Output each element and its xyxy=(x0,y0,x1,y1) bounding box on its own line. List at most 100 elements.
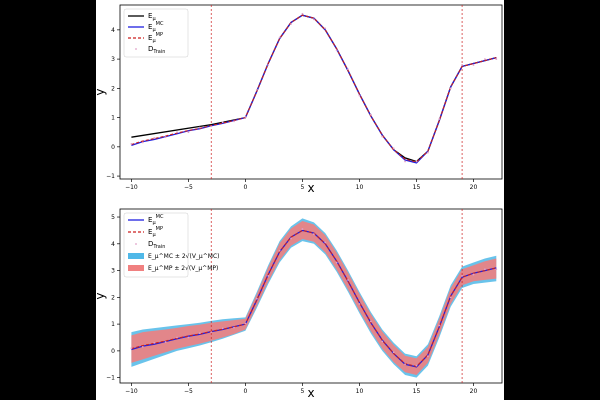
top-train-point xyxy=(358,94,361,97)
bottom-train-point xyxy=(461,275,463,277)
top-train-point xyxy=(198,126,201,129)
top-series-line-2 xyxy=(131,14,497,163)
bottom-ytick-label: 1 xyxy=(111,321,115,328)
top-train-point xyxy=(335,49,338,52)
top-train-point xyxy=(404,160,406,163)
bottom-xtick-label: 15 xyxy=(413,388,421,395)
bottom-ytick-label: 0 xyxy=(111,348,115,355)
top-train-point xyxy=(176,131,178,134)
top-train-point xyxy=(301,12,304,15)
bottom-xtick-label: 10 xyxy=(356,388,364,395)
top-xtick-label: 20 xyxy=(470,184,478,191)
bottom-train-point xyxy=(278,249,281,252)
bottom-train-point xyxy=(381,340,384,343)
top-y-axis-label: y xyxy=(96,88,107,95)
top-ytick-label: 1 xyxy=(111,115,115,122)
top-train-point xyxy=(244,116,247,118)
bottom-train-point xyxy=(392,351,395,354)
top-plot-frame xyxy=(119,4,503,180)
top-train-point xyxy=(255,88,258,91)
bottom-train-point xyxy=(495,268,498,271)
bottom-ytick-label: 2 xyxy=(111,294,115,301)
top-legend-label: Eμ xyxy=(148,12,156,22)
bottom-band-layer xyxy=(131,218,497,378)
bottom-xtick-label: 20 xyxy=(470,388,478,395)
bottom-legend-box xyxy=(123,212,189,278)
bottom-train-point xyxy=(164,341,167,343)
bottom-train-point xyxy=(255,297,258,300)
top-train-point xyxy=(187,131,190,134)
bottom-train-point xyxy=(176,336,178,339)
bottom-train-point xyxy=(141,345,144,348)
top-ytick-label: 2 xyxy=(111,85,115,92)
top-series-layer xyxy=(130,12,498,164)
top-ytick-label: −1 xyxy=(106,173,115,180)
top-ytick-label: 3 xyxy=(111,56,115,63)
top-train-point xyxy=(233,120,235,123)
top-train-point xyxy=(426,151,429,154)
top-train-point xyxy=(141,141,144,144)
bottom-legend-label: EμMC xyxy=(148,214,164,226)
bottom-train-point xyxy=(244,322,247,325)
bottom-y-axis-label: y xyxy=(96,292,107,299)
bottom-train-point xyxy=(415,364,418,367)
bottom-x-axis-label: x xyxy=(307,386,314,400)
top-train-point xyxy=(495,58,498,61)
bottom-series-line-1 xyxy=(131,229,497,368)
bottom-train-point xyxy=(130,347,133,350)
bottom-train-point xyxy=(358,303,361,305)
top-train-point xyxy=(415,160,418,163)
top-legend-label: EμMC xyxy=(148,21,164,33)
bottom-series-layer xyxy=(130,228,498,368)
bottom-xticks-layer: −10 −5 0 5 10 15 20 xyxy=(125,383,477,395)
bottom-ytick-label: −1 xyxy=(106,375,115,382)
top-xtick-label: 0 xyxy=(244,184,248,191)
top-train-point xyxy=(483,58,486,61)
top-yticks-layer: −1 0 1 2 3 4 xyxy=(106,27,120,180)
bottom-train-point xyxy=(290,237,292,240)
top-ytick-label: 4 xyxy=(111,27,115,34)
bottom-ytick-label: 3 xyxy=(111,268,115,275)
top-train-point xyxy=(392,147,395,150)
bottom-xtick-label: 0 xyxy=(244,388,248,395)
bottom-xtick-label: 5 xyxy=(301,388,305,395)
bottom-train-point xyxy=(426,355,429,358)
top-train-point xyxy=(278,36,281,39)
top-train-point xyxy=(449,87,452,90)
top-train-point xyxy=(461,64,463,66)
top-xtick-label: 5 xyxy=(301,184,305,191)
bottom-legend-swatch xyxy=(128,265,144,271)
bottom-legend-swatch xyxy=(135,243,137,245)
top-xtick-label: −10 xyxy=(125,184,138,191)
bottom-train-point xyxy=(347,279,349,281)
top-train-point xyxy=(347,68,349,71)
bottom-train-point xyxy=(153,341,156,344)
top-legend-label: DTrain xyxy=(148,45,165,55)
bottom-legend-label: E_μ^MC ± 2√(V_μ^MC) xyxy=(148,253,219,260)
bottom-train-point xyxy=(198,332,201,335)
top-vline-layer xyxy=(210,5,463,179)
top-legend-box xyxy=(123,8,189,58)
bottom-xtick-label: −10 xyxy=(125,388,138,395)
top-train-point xyxy=(472,64,475,66)
top-xtick-label: 10 xyxy=(356,184,364,191)
bottom-train-point xyxy=(369,320,372,323)
top-train-point xyxy=(210,125,213,128)
top-train-point xyxy=(312,18,315,21)
top-train-point xyxy=(438,118,441,120)
top-legend-label: EμMP xyxy=(148,32,163,44)
bottom-train-point xyxy=(312,233,315,236)
top-xticks-layer: −10 −5 0 5 10 15 20 xyxy=(125,179,477,191)
bottom-train-point xyxy=(404,363,406,366)
bottom-plot-frame xyxy=(119,208,503,384)
top-train-point xyxy=(221,121,224,124)
bottom-band-1 xyxy=(131,221,497,375)
top-xtick-label: −5 xyxy=(184,184,193,191)
top-train-point xyxy=(164,136,167,139)
top-train-point xyxy=(290,23,292,25)
